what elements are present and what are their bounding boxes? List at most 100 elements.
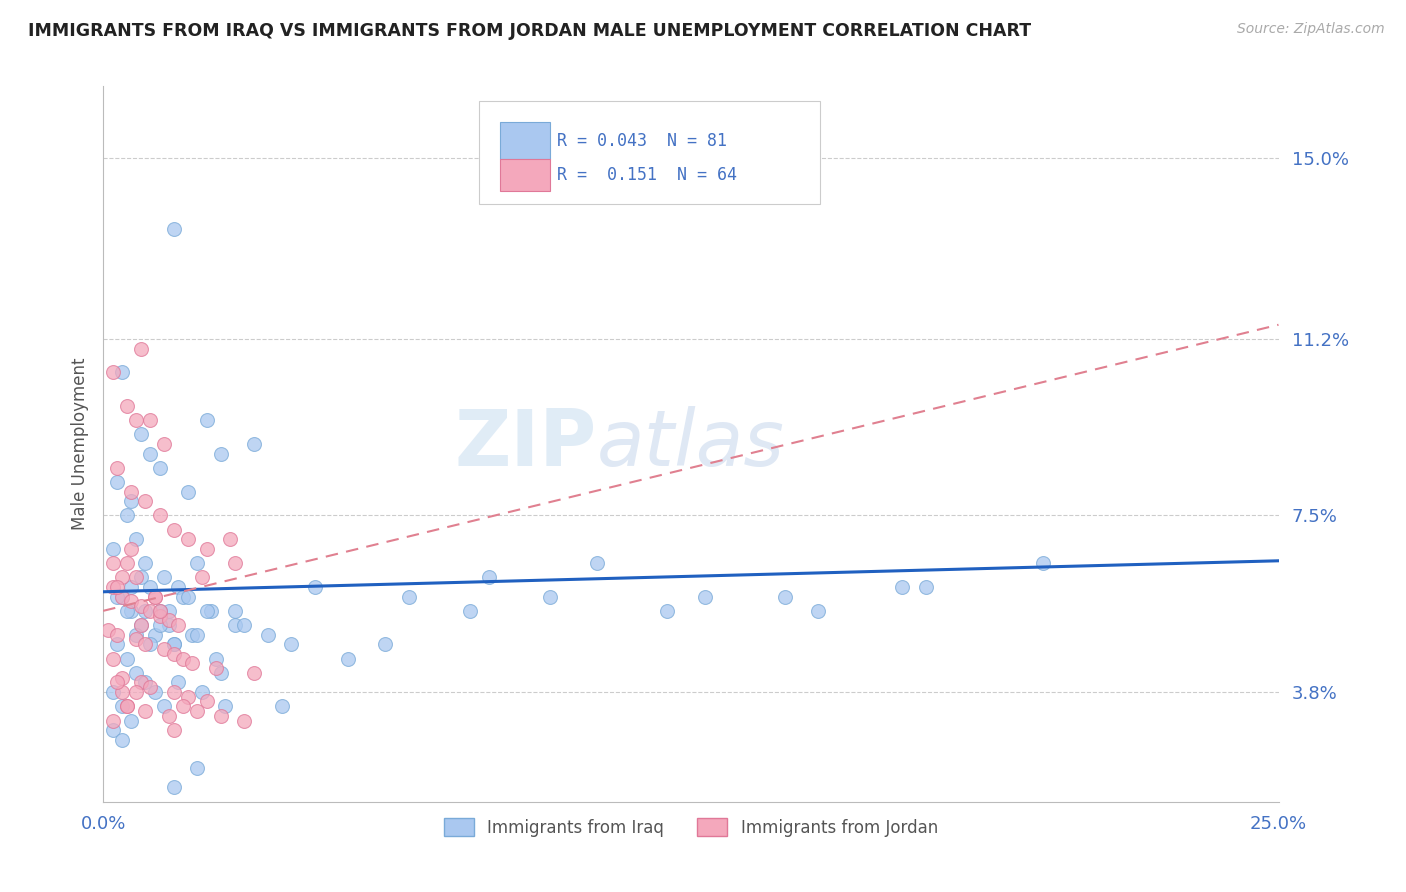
- Point: [111, 732, 134, 747]
- Point: [693, 590, 716, 604]
- Point: [242, 665, 264, 680]
- Point: [205, 661, 228, 675]
- Point: [120, 541, 142, 556]
- Point: [125, 533, 148, 547]
- Point: [139, 604, 162, 618]
- Text: ZIP: ZIP: [454, 406, 596, 482]
- Y-axis label: Male Unemployment: Male Unemployment: [72, 358, 89, 530]
- Point: [186, 556, 208, 570]
- Point: [186, 761, 208, 775]
- Point: [163, 523, 186, 537]
- Point: [157, 604, 180, 618]
- Point: [125, 665, 148, 680]
- Point: [134, 604, 156, 618]
- Point: [111, 671, 134, 685]
- Point: [157, 708, 180, 723]
- Point: [224, 556, 246, 570]
- Point: [148, 460, 170, 475]
- Point: [219, 533, 242, 547]
- Point: [111, 590, 134, 604]
- Point: [129, 342, 152, 356]
- Point: [148, 604, 170, 618]
- Point: [101, 541, 124, 556]
- Point: [120, 604, 142, 618]
- Point: [195, 413, 218, 427]
- Text: IMMIGRANTS FROM IRAQ VS IMMIGRANTS FROM JORDAN MALE UNEMPLOYMENT CORRELATION CHA: IMMIGRANTS FROM IRAQ VS IMMIGRANTS FROM …: [28, 22, 1031, 40]
- Point: [209, 665, 232, 680]
- Point: [120, 594, 142, 608]
- Text: R =  0.151  N = 64: R = 0.151 N = 64: [557, 166, 737, 184]
- Point: [177, 590, 200, 604]
- Point: [134, 637, 156, 651]
- Point: [172, 651, 194, 665]
- Point: [807, 604, 830, 618]
- Point: [111, 685, 134, 699]
- Point: [214, 699, 236, 714]
- Point: [101, 714, 124, 728]
- Point: [105, 460, 128, 475]
- Point: [139, 413, 162, 427]
- Point: [129, 618, 152, 632]
- Point: [115, 508, 138, 523]
- Point: [143, 590, 166, 604]
- Point: [129, 599, 152, 613]
- Point: [195, 694, 218, 708]
- Point: [105, 637, 128, 651]
- Point: [105, 475, 128, 489]
- Point: [157, 618, 180, 632]
- Point: [458, 604, 481, 618]
- Point: [209, 708, 232, 723]
- Point: [177, 533, 200, 547]
- Point: [153, 642, 176, 657]
- FancyBboxPatch shape: [501, 160, 550, 191]
- Point: [304, 580, 326, 594]
- Point: [167, 618, 190, 632]
- Point: [195, 604, 218, 618]
- Point: [134, 494, 156, 508]
- Point: [148, 604, 170, 618]
- Point: [129, 570, 152, 584]
- Point: [139, 446, 162, 460]
- Point: [163, 637, 186, 651]
- Point: [101, 556, 124, 570]
- Point: [186, 628, 208, 642]
- Point: [111, 590, 134, 604]
- Point: [139, 680, 162, 694]
- Point: [105, 580, 128, 594]
- FancyBboxPatch shape: [479, 101, 820, 204]
- Point: [915, 580, 938, 594]
- Point: [125, 632, 148, 647]
- Point: [129, 675, 152, 690]
- Point: [129, 427, 152, 442]
- Point: [181, 657, 204, 671]
- Point: [143, 590, 166, 604]
- Point: [139, 580, 162, 594]
- Point: [172, 699, 194, 714]
- Point: [233, 714, 256, 728]
- Point: [205, 651, 228, 665]
- Point: [97, 623, 120, 637]
- Point: [177, 484, 200, 499]
- Point: [163, 780, 186, 795]
- Point: [657, 604, 679, 618]
- Point: [143, 628, 166, 642]
- Point: [181, 628, 204, 642]
- Point: [209, 446, 232, 460]
- Point: [200, 604, 222, 618]
- Point: [191, 570, 214, 584]
- Point: [139, 637, 162, 651]
- Point: [224, 604, 246, 618]
- Point: [157, 614, 180, 628]
- Point: [163, 647, 186, 661]
- Point: [134, 675, 156, 690]
- Point: [1032, 556, 1054, 570]
- Point: [256, 628, 278, 642]
- Point: [891, 580, 914, 594]
- Point: [167, 675, 190, 690]
- Point: [163, 723, 186, 737]
- Point: [172, 590, 194, 604]
- Point: [153, 570, 176, 584]
- Legend: Immigrants from Iraq, Immigrants from Jordan: Immigrants from Iraq, Immigrants from Jo…: [437, 812, 945, 843]
- Point: [120, 484, 142, 499]
- Point: [134, 704, 156, 718]
